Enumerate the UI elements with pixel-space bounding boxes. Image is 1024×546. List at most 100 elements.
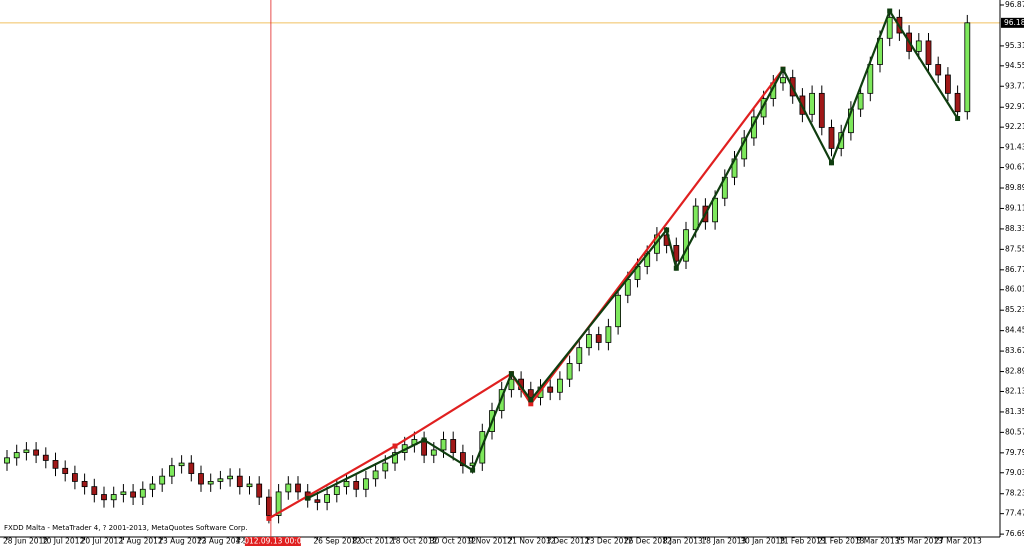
x-tick-label: 30 Oct 2012 — [430, 537, 477, 546]
y-tick-label: 95.310 — [1005, 41, 1024, 50]
candle-body — [392, 452, 398, 464]
y-tick-label: 78.230 — [1005, 489, 1024, 498]
zigzag-point — [829, 160, 834, 166]
y-tick-label: 83.670 — [1005, 346, 1024, 355]
candle-body — [450, 439, 457, 453]
x-tick-label: 21 Nov 2012 — [507, 537, 555, 546]
candle-body — [440, 439, 447, 451]
candle-body — [256, 483, 263, 498]
candle-body — [130, 491, 137, 498]
y-tick-label: 89.110 — [1005, 203, 1024, 212]
y-tick-label: 84.450 — [1005, 326, 1024, 335]
candle-body — [886, 16, 893, 39]
candle-body — [857, 92, 864, 110]
candle-body — [818, 92, 825, 128]
x-tick-label: 26 Dec 2012 — [624, 537, 672, 546]
crosshair-label: 2012.09.13 00:00 — [239, 537, 306, 546]
y-tick-label: 86.010 — [1005, 285, 1024, 294]
candle-body — [780, 77, 786, 84]
candle-body — [945, 74, 951, 94]
x-tick-label: 30 Jan 2013 — [740, 537, 785, 546]
y-tick-label: 96.870 — [1005, 0, 1024, 9]
candle-body — [314, 499, 321, 503]
candle-body — [236, 475, 243, 488]
candle-body — [828, 127, 835, 149]
candle-body — [673, 245, 680, 262]
x-tick-label: 28 Jun 2012 — [3, 537, 48, 546]
y-tick-label: 80.570 — [1005, 427, 1024, 436]
candle-body — [265, 496, 272, 516]
candle-body — [459, 452, 466, 467]
candle-body — [809, 92, 815, 115]
candle-body — [285, 483, 292, 493]
x-tick-label: 27 Mar 2013 — [934, 537, 982, 546]
candle-body — [91, 486, 98, 495]
zigzag-point — [887, 8, 893, 14]
candle-body — [547, 386, 554, 393]
candle-body — [324, 494, 331, 503]
y-tick-label: 85.230 — [1005, 305, 1024, 314]
candle-body — [576, 347, 583, 364]
x-tick-label: 26 Sep 2012 — [313, 537, 361, 546]
y-tick-label: 82.130 — [1005, 386, 1024, 395]
y-tick-label: 79.030 — [1005, 468, 1024, 477]
zigzag-point — [780, 66, 786, 72]
candle-body — [227, 475, 234, 480]
candle-body — [557, 378, 563, 393]
crosshair-label-box — [244, 537, 301, 546]
x-tick-label: 1 Aug 2012 — [119, 537, 162, 546]
candle-body — [954, 92, 961, 113]
candle-body — [217, 478, 224, 482]
candle-body — [188, 462, 195, 474]
x-tick-label: 13 Dec 2012 — [585, 537, 633, 546]
candle-body — [353, 481, 360, 490]
candle-body — [925, 40, 932, 65]
zigzag-point — [508, 371, 514, 377]
zigzag-point — [673, 265, 679, 271]
y-tick-label: 92.210 — [1005, 122, 1024, 131]
candle-body — [586, 334, 592, 349]
candle-body — [372, 470, 379, 480]
x-tick-label: 18 Jan 2013 — [701, 537, 746, 546]
y-tick-label: 82.890 — [1005, 367, 1024, 376]
candle-body — [566, 363, 573, 380]
y-tick-label: 90.670 — [1005, 163, 1024, 172]
x-tick-label: 8 Jan 2013 — [663, 537, 703, 546]
x-tick-label: 21 Feb 2013 — [818, 537, 865, 546]
candle-body — [13, 452, 20, 459]
y-tick-label: 76.690 — [1005, 529, 1024, 538]
x-tick-label: 18 Oct 2012 — [391, 537, 438, 546]
candle-body — [246, 483, 253, 488]
y-tick-label: 86.770 — [1005, 265, 1024, 274]
y-tick-label: 88.330 — [1005, 224, 1024, 233]
plot-area — [0, 8, 1000, 524]
candle-body — [33, 449, 39, 456]
current-price-label: 96.189 — [1004, 18, 1024, 27]
candle-body — [964, 22, 971, 113]
candle-body — [275, 491, 282, 516]
y-tick-label: 94.550 — [1005, 61, 1024, 70]
y-tick-label: 91.430 — [1005, 143, 1024, 152]
y-tick-label: 89.890 — [1005, 183, 1024, 192]
candle-body — [159, 475, 166, 485]
x-tick-label: 11 Feb 2013 — [779, 537, 826, 546]
x-tick-label: 20 Jul 2012 — [81, 537, 124, 546]
candle-body — [935, 64, 942, 76]
candle-body — [382, 462, 389, 472]
y-tick-label: 93.770 — [1005, 81, 1024, 90]
zigzag-point — [528, 401, 534, 407]
y-tick-label: 92.970 — [1005, 102, 1024, 111]
y-tick-label: 87.550 — [1005, 244, 1024, 253]
zigzag-point — [664, 227, 670, 233]
candle-body — [605, 326, 612, 343]
candle-body — [139, 488, 146, 498]
candle-body — [343, 481, 350, 488]
x-tick-label: 3 Dec 2012 — [546, 537, 589, 546]
candle-body — [23, 449, 30, 453]
candle-body — [42, 454, 49, 461]
y-tick-label: 77.470 — [1005, 509, 1024, 518]
y-tick-label: 81.350 — [1005, 407, 1024, 416]
footer: FXDD Malta - MetaTrader 4, ? 2001-2013, … — [4, 524, 248, 532]
